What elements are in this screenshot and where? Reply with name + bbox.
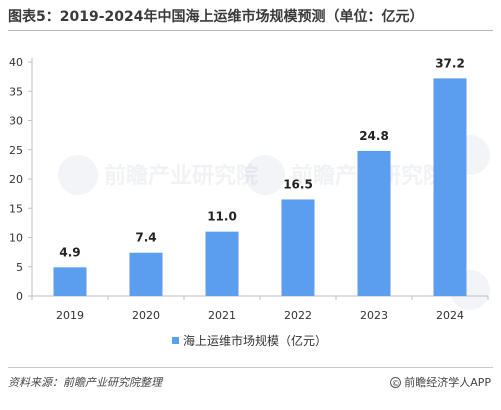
y-tick-label: 15: [9, 202, 23, 215]
legend: 海上运维市场规模（亿元）: [172, 333, 327, 348]
data-labels: 4.9 7.4 11.0 16.5 24.8 37.2: [59, 56, 464, 259]
bar: [53, 267, 87, 296]
bar-value-label: 24.8: [359, 129, 389, 143]
bar-series: [53, 78, 467, 296]
footer-divider: [8, 367, 493, 368]
legend-label: 海上运维市场规模（亿元）: [183, 333, 327, 348]
bar: [129, 252, 163, 296]
x-axis: 2019 2020 2021 2022 2023 2024: [31, 295, 489, 322]
bar: [281, 199, 315, 296]
bar-value-label: 16.5: [283, 177, 313, 191]
x-tick-label: 2022: [284, 309, 312, 322]
footer-brand: © 前瞻经济学人APP: [390, 374, 491, 390]
y-tick-label: 40: [9, 56, 23, 69]
bar: [357, 150, 391, 296]
bar-value-label: 4.9: [59, 245, 80, 259]
y-tick-label: 25: [9, 144, 23, 157]
x-tick-label: 2024: [436, 309, 464, 322]
y-tick-label: 5: [16, 261, 23, 274]
source-note: 资料来源：前瞻产业研究院整理: [8, 376, 162, 389]
chart-title: 图表5：2019-2024年中国海上运维市场规模预测（单位：亿元）: [8, 9, 424, 25]
y-tick-label: 0: [16, 290, 23, 303]
bar-value-label: 11.0: [207, 210, 237, 224]
x-tick-label: 2020: [132, 309, 160, 322]
y-tick-label: 30: [9, 115, 23, 128]
y-tick-label: 10: [9, 232, 23, 245]
y-tick-label: 20: [9, 173, 23, 186]
x-tick-label: 2021: [208, 309, 236, 322]
title-divider: [8, 30, 493, 31]
brand-name: 前瞻经济学人APP: [404, 376, 491, 389]
legend-swatch: [172, 337, 179, 344]
copyright-icon: ©: [390, 376, 402, 388]
bar-value-label: 37.2: [435, 56, 465, 70]
x-tick-label: 2019: [56, 309, 84, 322]
bar: [205, 231, 239, 296]
y-tick-label: 35: [9, 85, 23, 98]
bar-value-label: 7.4: [135, 231, 156, 245]
bar: [433, 78, 467, 296]
x-tick-label: 2023: [360, 309, 388, 322]
y-axis: 0 5 10 15 20 25 30 35 40: [9, 56, 33, 303]
